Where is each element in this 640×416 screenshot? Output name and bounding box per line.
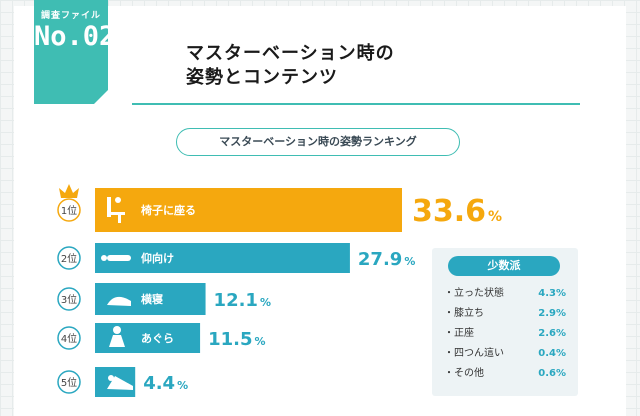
crown-icon — [59, 184, 79, 198]
minority-value: 4.3% — [538, 288, 566, 299]
bar — [95, 243, 350, 273]
rank-label: 2位 — [61, 252, 77, 265]
value-unit: % — [254, 335, 265, 348]
rank-badge — [57, 246, 81, 270]
rank-label: 1位 — [61, 204, 77, 217]
rank-badge — [57, 326, 81, 350]
minority-row: ・四つん這い 0.4% — [444, 344, 570, 364]
cross-legged-icon — [109, 335, 125, 347]
minority-title: 少数派 — [448, 256, 560, 276]
minority-row: ・その他 0.6% — [444, 364, 570, 384]
file-number: No.02 — [34, 21, 116, 52]
lying-back-icon — [101, 255, 107, 261]
value-unit: % — [260, 296, 271, 309]
category-label: 横寝 — [141, 292, 163, 306]
value-label: 33.6% — [412, 194, 502, 229]
lying-side-icon — [107, 296, 131, 306]
minority-row: ・立った状態 4.3% — [444, 284, 570, 304]
rank-badge — [57, 370, 81, 394]
value-unit: % — [177, 379, 188, 392]
category-label: 仰向け — [141, 251, 174, 265]
value-unit: % — [404, 255, 415, 268]
minority-label: ・その他 — [444, 368, 484, 379]
page-title: マスターベーション時の 姿勢とコンテンツ — [186, 42, 486, 90]
minority-value: 0.6% — [538, 368, 566, 379]
minority-panel: 少数派 ・立った状態 4.3% ・膝立ち 2.9% ・正座 2.6% ・四つん這… — [432, 248, 578, 396]
rank-label: 4位 — [61, 332, 77, 345]
minority-label: ・四つん這い — [444, 348, 504, 359]
lying-back-icon — [107, 255, 131, 261]
page-title-line-1: マスターベーション時の — [186, 43, 395, 64]
rank-label: 3位 — [61, 293, 77, 306]
minority-value: 0.4% — [538, 348, 566, 359]
sitting-chair-icon — [115, 197, 121, 203]
value-label: 12.1% — [214, 290, 271, 311]
rank-badge — [57, 198, 81, 222]
minority-row: ・正座 2.6% — [444, 324, 570, 344]
category-label: うつ伏せ — [141, 375, 185, 389]
rank-badge — [57, 287, 81, 311]
value-label: 27.9% — [358, 249, 415, 270]
badge-fold — [94, 90, 108, 104]
minority-value: 2.6% — [538, 328, 566, 339]
value-unit: % — [488, 209, 502, 225]
sitting-chair-icon — [107, 197, 125, 223]
category-label: 椅子に座る — [141, 203, 196, 217]
minority-label: ・膝立ち — [444, 308, 484, 319]
cross-legged-icon — [113, 326, 121, 334]
minority-row: ・膝立ち 2.9% — [444, 304, 570, 324]
chart-title: マスターベーション時の姿勢ランキング — [176, 128, 460, 156]
value-label: 11.5% — [208, 329, 265, 350]
rank-label: 5位 — [61, 376, 77, 389]
minority-label: ・立った状態 — [444, 288, 504, 299]
lying-face-down-icon — [108, 375, 114, 381]
title-underline — [132, 103, 580, 105]
bar — [95, 188, 402, 232]
page-title-line-2: 姿勢とコンテンツ — [186, 67, 338, 88]
file-number-badge: 調査ファイル No.02 — [34, 0, 116, 104]
category-label: あぐら — [141, 332, 174, 345]
file-caption: 調査ファイル — [40, 11, 101, 21]
minority-label: ・正座 — [444, 328, 474, 339]
minority-value: 2.9% — [538, 308, 566, 319]
value-label: 4.4% — [143, 373, 188, 394]
